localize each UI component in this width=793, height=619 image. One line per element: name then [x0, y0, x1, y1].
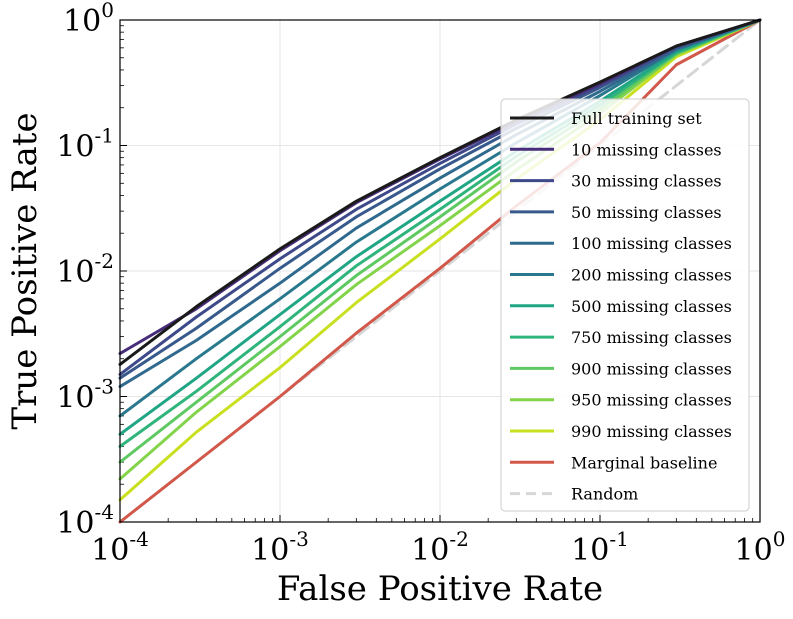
major-ticks [119, 19, 761, 523]
minor-ticks [120, 25, 754, 522]
x-tick-label: 10-4 [91, 527, 149, 568]
legend-label: Marginal baseline [571, 453, 717, 472]
y-tick-label: 10-1 [56, 124, 114, 165]
legend-label: 500 missing classes [571, 297, 732, 316]
series-line [118, 18, 762, 366]
legend-label: 30 missing classes [571, 172, 722, 191]
legend-label: 200 missing classes [571, 266, 732, 285]
x-tick-labels: 10-4 10-3 10-2 10-1 100 [91, 527, 785, 568]
x-tick-label: 100 [735, 527, 786, 568]
legend-label: Random [571, 485, 638, 504]
legend-label: 10 missing classes [571, 140, 722, 159]
y-tick-label: 10-2 [56, 249, 114, 290]
legend-label: 750 missing classes [571, 328, 732, 347]
legend-label: 50 missing classes [571, 203, 722, 222]
legend-label: 990 missing classes [571, 422, 732, 441]
legend-box [500, 98, 750, 512]
legend: Full training set 10 missing classes 30 mi… [500, 98, 750, 512]
series-line [118, 18, 762, 448]
series-line [118, 18, 762, 502]
series-lines [118, 18, 762, 524]
y-tick-labels: 10-4 10-3 10-2 10-1 100 [56, 0, 114, 541]
series-line [118, 18, 762, 436]
series-line [118, 18, 762, 389]
y-tick-label: 10-4 [56, 500, 114, 541]
y-axis-label: True Positive Rate [5, 112, 45, 429]
legend-label: 950 missing classes [571, 391, 732, 410]
y-tick-label: 10-3 [56, 375, 114, 416]
series-line [118, 18, 762, 418]
x-axis-label: False Positive Rate [277, 569, 603, 609]
x-tick-label: 10-2 [411, 527, 469, 568]
x-tick-label: 10-1 [571, 527, 629, 568]
legend-label: Full training set [571, 109, 702, 128]
x-tick-label: 10-3 [251, 527, 309, 568]
series-line [118, 18, 762, 481]
y-tick-label: 100 [63, 0, 114, 39]
series-line [118, 18, 762, 464]
series-line [118, 18, 762, 524]
legend-label: 900 missing classes [571, 359, 732, 378]
legend-label: 100 missing classes [571, 234, 732, 253]
